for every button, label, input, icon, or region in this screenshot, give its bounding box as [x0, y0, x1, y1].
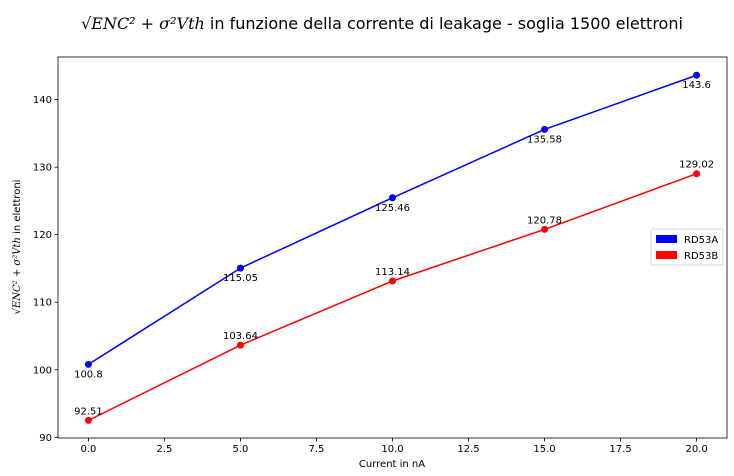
data-point-rd53b	[236, 341, 244, 349]
y-tick-label: 120	[33, 230, 52, 241]
x-tick-label: 17.5	[609, 444, 631, 455]
y-axis-label: √ENC² + σ²Vth in elettroni	[12, 180, 23, 315]
series-line-rd53a	[88, 74, 697, 366]
x-tick-label: 10.0	[381, 444, 403, 455]
legend-label-rd53a: RD53A	[684, 235, 718, 246]
plot-area	[57, 56, 728, 439]
y-tick-label: 130	[33, 163, 52, 174]
series-layer: 100.8 115.05 125.46 135.58 143.6 92.51 103.64 1…	[74, 71, 714, 424]
legend-swatch-rd53a	[656, 235, 677, 243]
data-point-rd53b	[693, 170, 701, 178]
y-tick-label: 100	[33, 365, 52, 376]
data-label-rd53a: 135.58	[527, 134, 562, 145]
data-point-rd53b	[84, 416, 92, 424]
x-axis: 0.0 2.5 5.0 7.5 10.0 12.5 15.0 17.5 20.0	[80, 438, 708, 455]
data-point-rd53a	[389, 194, 396, 202]
x-axis-label: Current in nA	[359, 459, 425, 470]
y-tick-label: 110	[33, 298, 52, 309]
data-point-rd53a	[236, 264, 244, 272]
data-label-rd53b: 129.02	[679, 160, 714, 171]
data-label-rd53a: 100.8	[74, 369, 103, 380]
y-tick-label: 140	[33, 95, 52, 106]
legend-swatch-rd53b	[656, 251, 677, 259]
data-label-rd53b: 103.64	[223, 331, 258, 342]
legend: RD53A RD53B	[650, 228, 724, 266]
data-label-rd53a: 143.6	[682, 80, 711, 91]
data-label-rd53a: 115.05	[223, 273, 258, 284]
x-tick-label: 20.0	[685, 444, 707, 455]
data-point-rd53a	[541, 125, 549, 133]
data-label-rd53b: 92.51	[74, 406, 103, 417]
x-tick-label: 7.5	[309, 444, 325, 455]
x-tick-label: 5.0	[233, 444, 249, 455]
legend-label-rd53b: RD53B	[684, 251, 718, 262]
x-tick-label: 12.5	[457, 444, 479, 455]
data-label-rd53a: 125.46	[375, 203, 410, 214]
x-tick-label: 0.0	[80, 444, 96, 455]
chart-title-math: √ENC² + σ²Vth	[81, 14, 205, 33]
y-axis: 90 100 110 120 130 140	[33, 95, 58, 444]
data-label-rd53b: 113.14	[375, 267, 410, 278]
y-axis-label-math: √ENC² + σ²Vth	[12, 237, 23, 314]
y-axis-label-text: in elettroni	[12, 180, 23, 238]
data-label-rd53b: 120.78	[527, 215, 562, 226]
chart-title-text: in funzione della corrente di leakage - …	[205, 14, 683, 33]
x-tick-label: 2.5	[156, 444, 172, 455]
data-point-rd53a	[693, 71, 701, 79]
data-point-rd53b	[389, 277, 396, 285]
x-tick-label: 15.0	[533, 444, 555, 455]
chart-title: √ENC² + σ²Vth in funzione della corrente…	[81, 14, 683, 33]
data-point-rd53b	[541, 225, 549, 233]
data-point-rd53a	[84, 360, 92, 368]
y-tick-label: 90	[39, 433, 52, 444]
